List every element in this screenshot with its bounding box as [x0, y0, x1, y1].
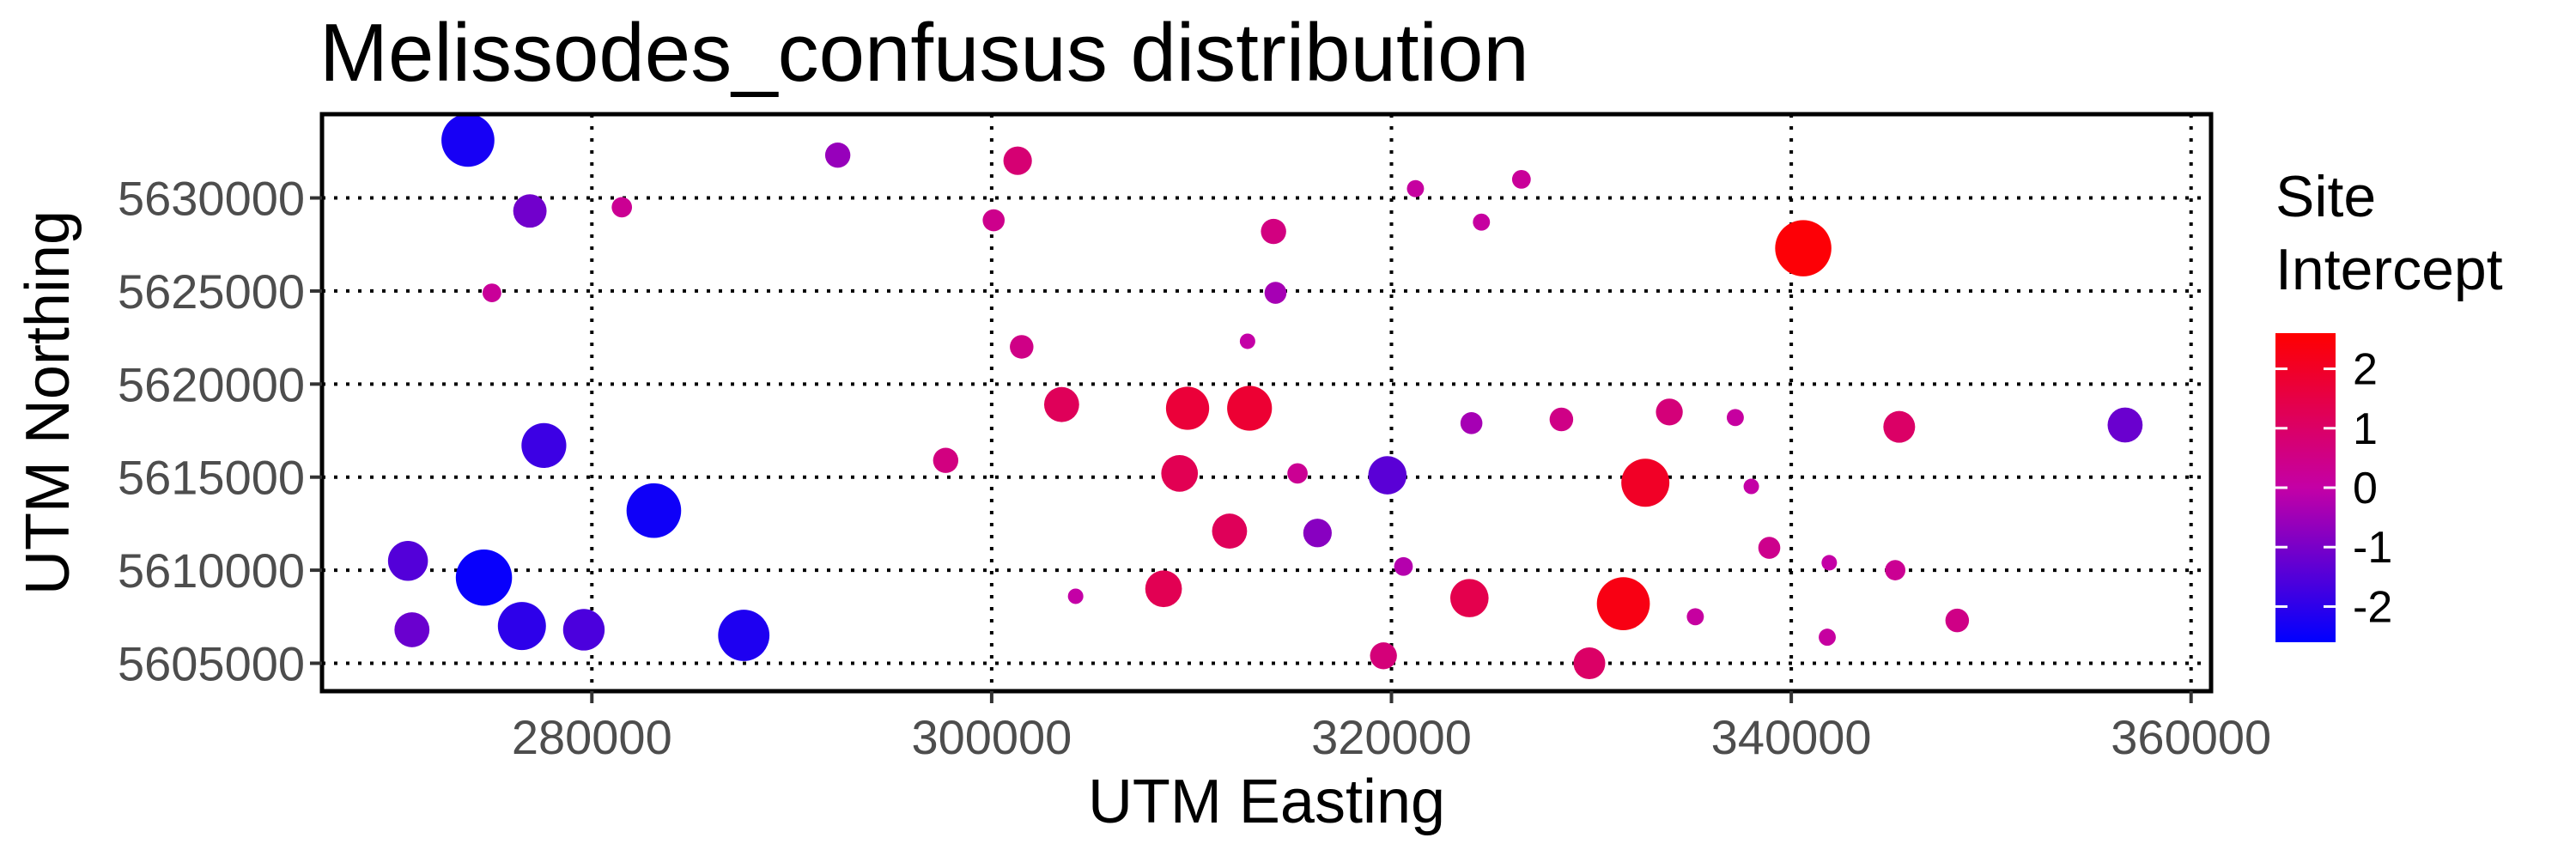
data-point — [1511, 169, 1531, 189]
data-point — [1758, 537, 1781, 559]
x-tick-label: 280000 — [512, 710, 672, 764]
y-tick-label: 5610000 — [118, 543, 305, 598]
data-point — [521, 422, 567, 468]
legend-break-label: -1 — [2353, 523, 2392, 573]
y-tick-label: 5605000 — [118, 636, 305, 690]
data-point — [1821, 555, 1838, 571]
data-point — [562, 609, 605, 651]
data-point — [611, 197, 633, 218]
data-point — [933, 447, 959, 473]
data-point — [1161, 455, 1199, 492]
y-tick-label: 5615000 — [118, 451, 305, 505]
data-point — [1460, 412, 1483, 434]
data-point — [1449, 579, 1489, 617]
data-point — [1686, 608, 1704, 626]
data-point — [1287, 463, 1308, 484]
data-point — [1043, 386, 1079, 422]
data-point — [1621, 458, 1670, 507]
legend-title-line-2: Intercept — [2275, 237, 2503, 302]
data-points — [387, 113, 2143, 679]
data-point — [1883, 410, 1916, 443]
data-point — [626, 483, 682, 538]
data-point — [1726, 409, 1744, 427]
y-tick-label: 5630000 — [118, 172, 305, 226]
legend-break-label: -2 — [2353, 582, 2392, 632]
y-axis: 5605000 5610000 5615000 5620000 5625000 56300… — [118, 172, 322, 690]
data-point — [1573, 647, 1606, 679]
data-point — [1473, 213, 1491, 231]
data-point — [1885, 560, 1906, 580]
data-point — [394, 612, 430, 647]
data-point — [1067, 588, 1084, 604]
data-point — [1227, 386, 1273, 431]
data-point — [1303, 519, 1332, 548]
chart-title: Melissodes_confusus distribution — [319, 7, 1529, 99]
y-tick-label: 5620000 — [118, 357, 305, 411]
legend-ticks: 2 1 0 -1 -2 — [2275, 345, 2392, 632]
data-point — [1368, 456, 1407, 495]
x-tick-label: 320000 — [1311, 710, 1472, 764]
x-axis: 280000 300000 320000 340000 360000 — [512, 691, 2271, 764]
data-point — [1261, 218, 1286, 245]
x-tick-label: 360000 — [2111, 710, 2271, 764]
data-point — [1945, 608, 1970, 633]
data-point — [455, 550, 513, 606]
legend-break-label: 1 — [2353, 404, 2378, 454]
data-point — [497, 602, 546, 651]
data-point — [1549, 407, 1574, 432]
data-point — [824, 142, 851, 168]
data-point — [1239, 333, 1255, 349]
legend-break-label: 2 — [2353, 345, 2378, 395]
data-point — [1370, 642, 1397, 670]
x-tick-label: 340000 — [1711, 710, 1872, 764]
x-axis-title: UTM Easting — [1088, 768, 1445, 836]
y-tick-label: 5625000 — [118, 264, 305, 319]
data-point — [1165, 386, 1210, 430]
data-point — [1003, 146, 1032, 175]
data-point — [1775, 220, 1832, 276]
data-point — [1010, 335, 1034, 359]
data-point — [441, 113, 495, 167]
legend-break-label: 0 — [2353, 464, 2378, 513]
y-axis-title: UTM Northing — [14, 210, 82, 595]
color-legend: Site Intercept 2 1 0 -1 -2 — [2275, 164, 2503, 642]
data-point — [2107, 407, 2143, 443]
data-point — [387, 541, 428, 581]
data-point — [482, 283, 501, 303]
data-point — [1264, 282, 1287, 304]
legend-title-line-1: Site — [2275, 164, 2376, 229]
data-point — [1145, 570, 1182, 608]
x-tick-label: 300000 — [911, 710, 1072, 764]
data-point — [1394, 556, 1413, 576]
data-point — [1819, 628, 1836, 647]
data-point — [1656, 398, 1683, 426]
data-point — [513, 194, 547, 228]
data-point — [1406, 179, 1425, 197]
data-point — [982, 209, 1005, 232]
data-point — [1743, 478, 1759, 495]
data-point — [1596, 577, 1650, 630]
data-point — [718, 610, 770, 661]
data-point — [1212, 513, 1248, 549]
plot-panel-border — [319, 112, 2214, 694]
